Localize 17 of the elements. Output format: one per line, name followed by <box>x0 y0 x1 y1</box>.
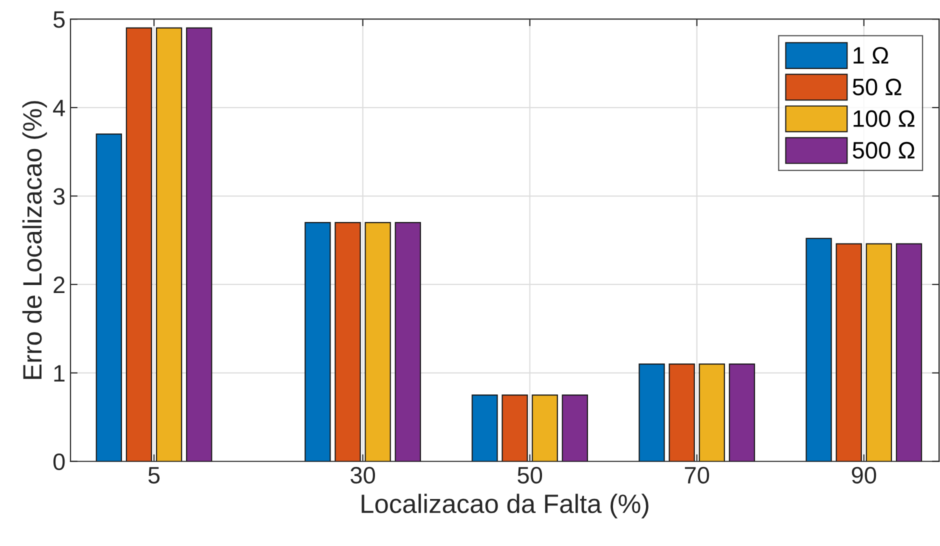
y-tick-label: 0 <box>53 453 65 470</box>
y-axis-title: Erro de Localizacao (%) <box>22 101 47 379</box>
y-tick-label: 1 <box>54 365 64 382</box>
x-tick-label: 90 <box>852 466 876 484</box>
y-tick-label: 4 <box>53 100 65 116</box>
y-tick-label: 2 <box>54 276 64 294</box>
x-tick-label: 5 <box>148 467 160 484</box>
x-tick-label: 50 <box>518 466 542 484</box>
y-tick-label: 3 <box>53 188 65 205</box>
x-axis-title: Localizacao da Falta (%) <box>362 494 648 518</box>
legend-label: 1 Ω <box>854 47 888 64</box>
x-tick-label: 70 <box>684 466 710 484</box>
legend-label: 50 Ω <box>852 78 902 96</box>
legend-label: 100 Ω <box>854 110 914 128</box>
legend-label: 500 Ω <box>852 142 914 159</box>
x-tick-label: 30 <box>350 466 376 484</box>
y-tick-label: 5 <box>53 11 65 28</box>
